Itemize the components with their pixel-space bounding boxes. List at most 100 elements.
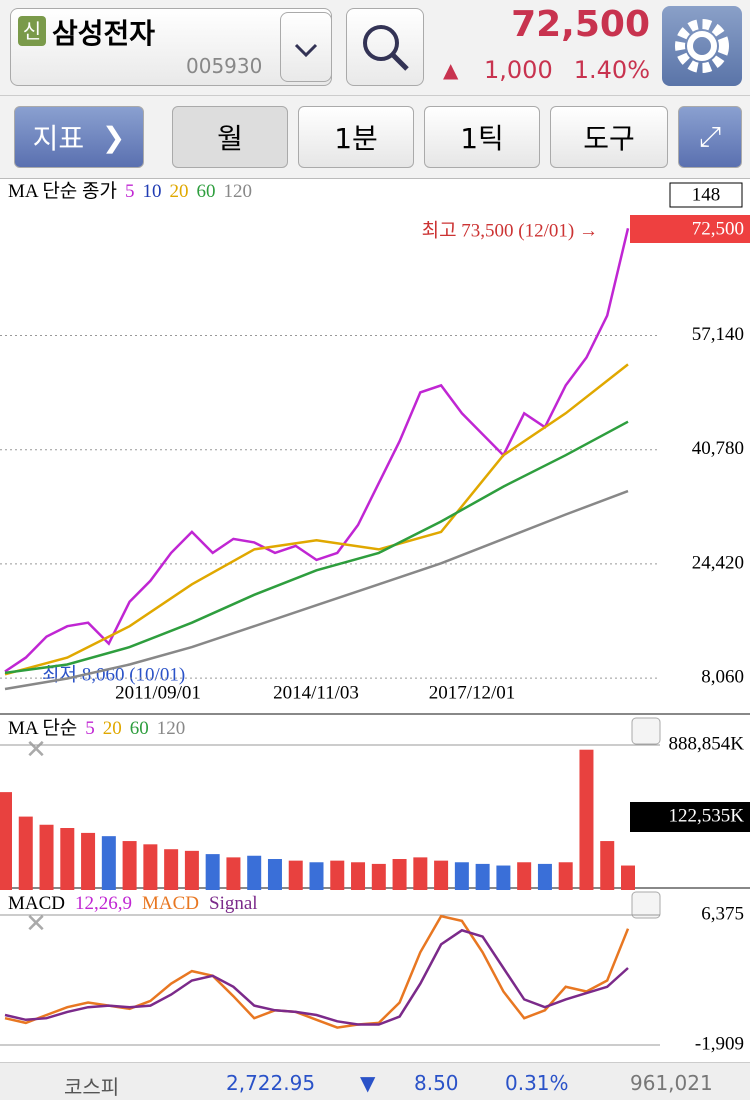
dropdown-button[interactable] (280, 12, 332, 82)
search-button[interactable] (346, 8, 424, 86)
legend-title: MA 단순 (8, 717, 77, 739)
volume-bar (496, 865, 511, 890)
index-volume: 961,021 (630, 1071, 713, 1095)
top-box (669, 182, 743, 208)
volume-bar (330, 860, 345, 890)
period-label: 월 (217, 122, 243, 155)
legend-params: 12,26,9 (75, 893, 132, 914)
series-line (4, 363, 629, 676)
series-line (4, 928, 629, 1026)
volume-bar (122, 841, 137, 890)
series-line (4, 228, 630, 673)
price: 72,500 (511, 4, 650, 45)
legend-item: 120 (224, 181, 253, 202)
change-pct: 1.40% (573, 56, 650, 84)
tools-button[interactable]: 도구 (550, 106, 668, 168)
gear-icon (675, 19, 729, 73)
resize-handle[interactable] (631, 891, 661, 919)
volume-bar (101, 836, 116, 890)
volume-bar (81, 832, 96, 890)
series-line (4, 420, 629, 675)
legend-item: 60 (130, 718, 149, 739)
chevron-icon (294, 43, 318, 58)
volume-bar (434, 860, 449, 890)
volume-bar (309, 862, 324, 890)
series-line (4, 489, 629, 691)
volume-bar (600, 841, 615, 890)
volume-bar (288, 860, 303, 890)
stock-selector[interactable] (10, 8, 332, 86)
index-change-pct: 0.31% (505, 1071, 569, 1095)
legend-item: 5 (125, 181, 135, 202)
volume-bar (267, 859, 282, 890)
y-tick-label: 57,140 (692, 324, 744, 345)
legend-title: MACD (8, 893, 65, 914)
badge: 신 (18, 16, 46, 46)
legend-item: 120 (157, 718, 186, 739)
legend-title: MA 단순 종가 (8, 180, 117, 202)
y-tick-label: 6,375 (701, 903, 744, 924)
stock-code: 005930 (186, 54, 263, 78)
legend-item: 60 (197, 181, 216, 202)
volume-bar (621, 865, 635, 890)
volume-bar (205, 854, 220, 890)
volume-bar (392, 859, 407, 890)
volume-bar (0, 792, 12, 890)
header: 신 삼성전자 005930 72,500 ▲ 1,000 1.40% (0, 0, 750, 96)
close-icon[interactable]: ✕ (25, 909, 47, 938)
legend-item: 5 (85, 718, 95, 739)
toolbar: 지표 ❯ 월 1분 1틱 도구 ⤢ (0, 96, 750, 179)
volume-bar (143, 844, 158, 890)
high-label: 최고 73,500 (12/01) → (422, 219, 598, 241)
legend-item: Signal (209, 893, 258, 914)
expand-button[interactable]: ⤢ (678, 106, 742, 168)
legend: MA 단순 5 20 60 120 (8, 717, 185, 739)
legend-item: MACD (142, 893, 199, 914)
y-tick-label: 24,420 (692, 552, 744, 573)
period-button[interactable]: 월 (172, 106, 288, 168)
top-label: 148 (692, 184, 721, 205)
settings-button[interactable] (662, 6, 742, 86)
price-box-label: 72,500 (692, 218, 744, 239)
tools-label: 도구 (583, 122, 635, 155)
volume-bar (247, 855, 262, 890)
volume-bar (579, 749, 594, 890)
y-tick-label: 8,060 (701, 666, 744, 687)
close-icon[interactable]: ✕ (25, 735, 47, 764)
search-icon (363, 25, 409, 71)
minute-button[interactable]: 1분 (298, 106, 414, 168)
volume-bar (226, 857, 241, 890)
series-line (4, 914, 630, 1029)
volume-bar (517, 862, 532, 890)
resize-handle[interactable] (631, 717, 661, 745)
stock-name: 삼성전자 (52, 17, 156, 50)
chart-area: MA 단순 종가 5 10 20 60 120 MA 단순 5 20 60 120 MACD 12,… (0, 180, 750, 1054)
volume-box (630, 802, 750, 832)
volume-bar (351, 862, 366, 890)
legend-item: 20 (170, 181, 189, 202)
change: 1,000 (484, 56, 553, 84)
volume-bar (39, 824, 54, 890)
index-name: 코스피 (64, 1075, 120, 1099)
volume-bar (184, 850, 199, 890)
legend: MA 단순 종가 5 10 20 60 120 (8, 180, 252, 202)
volume-bar (537, 863, 552, 890)
date-label: 2014/11/03 (273, 682, 359, 703)
date-label: 2011/09/01 (115, 682, 201, 703)
tick-label: 1틱 (460, 122, 504, 155)
volume-box-label: 122,535K (669, 805, 745, 826)
volume-bar (454, 862, 469, 890)
indicator-button[interactable]: 지표 ❯ (14, 106, 144, 168)
index-value: 2,722.95 (226, 1071, 316, 1095)
tick-button[interactable]: 1틱 (424, 106, 540, 168)
index-arrow: ▼ (360, 1071, 376, 1095)
legend: MACD 12,26,9 MACD Signal (8, 893, 258, 914)
volume-bar (413, 857, 428, 890)
index-change: 8.50 (414, 1071, 459, 1095)
market-bar: 코스피 2,722.95 ▼ 8.50 0.31% 961,021 (0, 1062, 750, 1100)
volume-bar (558, 862, 573, 890)
legend-item: 20 (103, 718, 122, 739)
y-tick-label: 888,854K (669, 733, 745, 754)
volume-bar (475, 863, 490, 890)
